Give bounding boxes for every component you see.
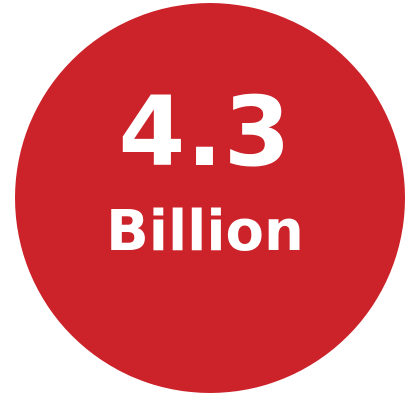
stat-value: 4.3 <box>118 76 292 188</box>
stat-unit: Billion <box>106 199 304 264</box>
stat-circle <box>15 3 405 393</box>
